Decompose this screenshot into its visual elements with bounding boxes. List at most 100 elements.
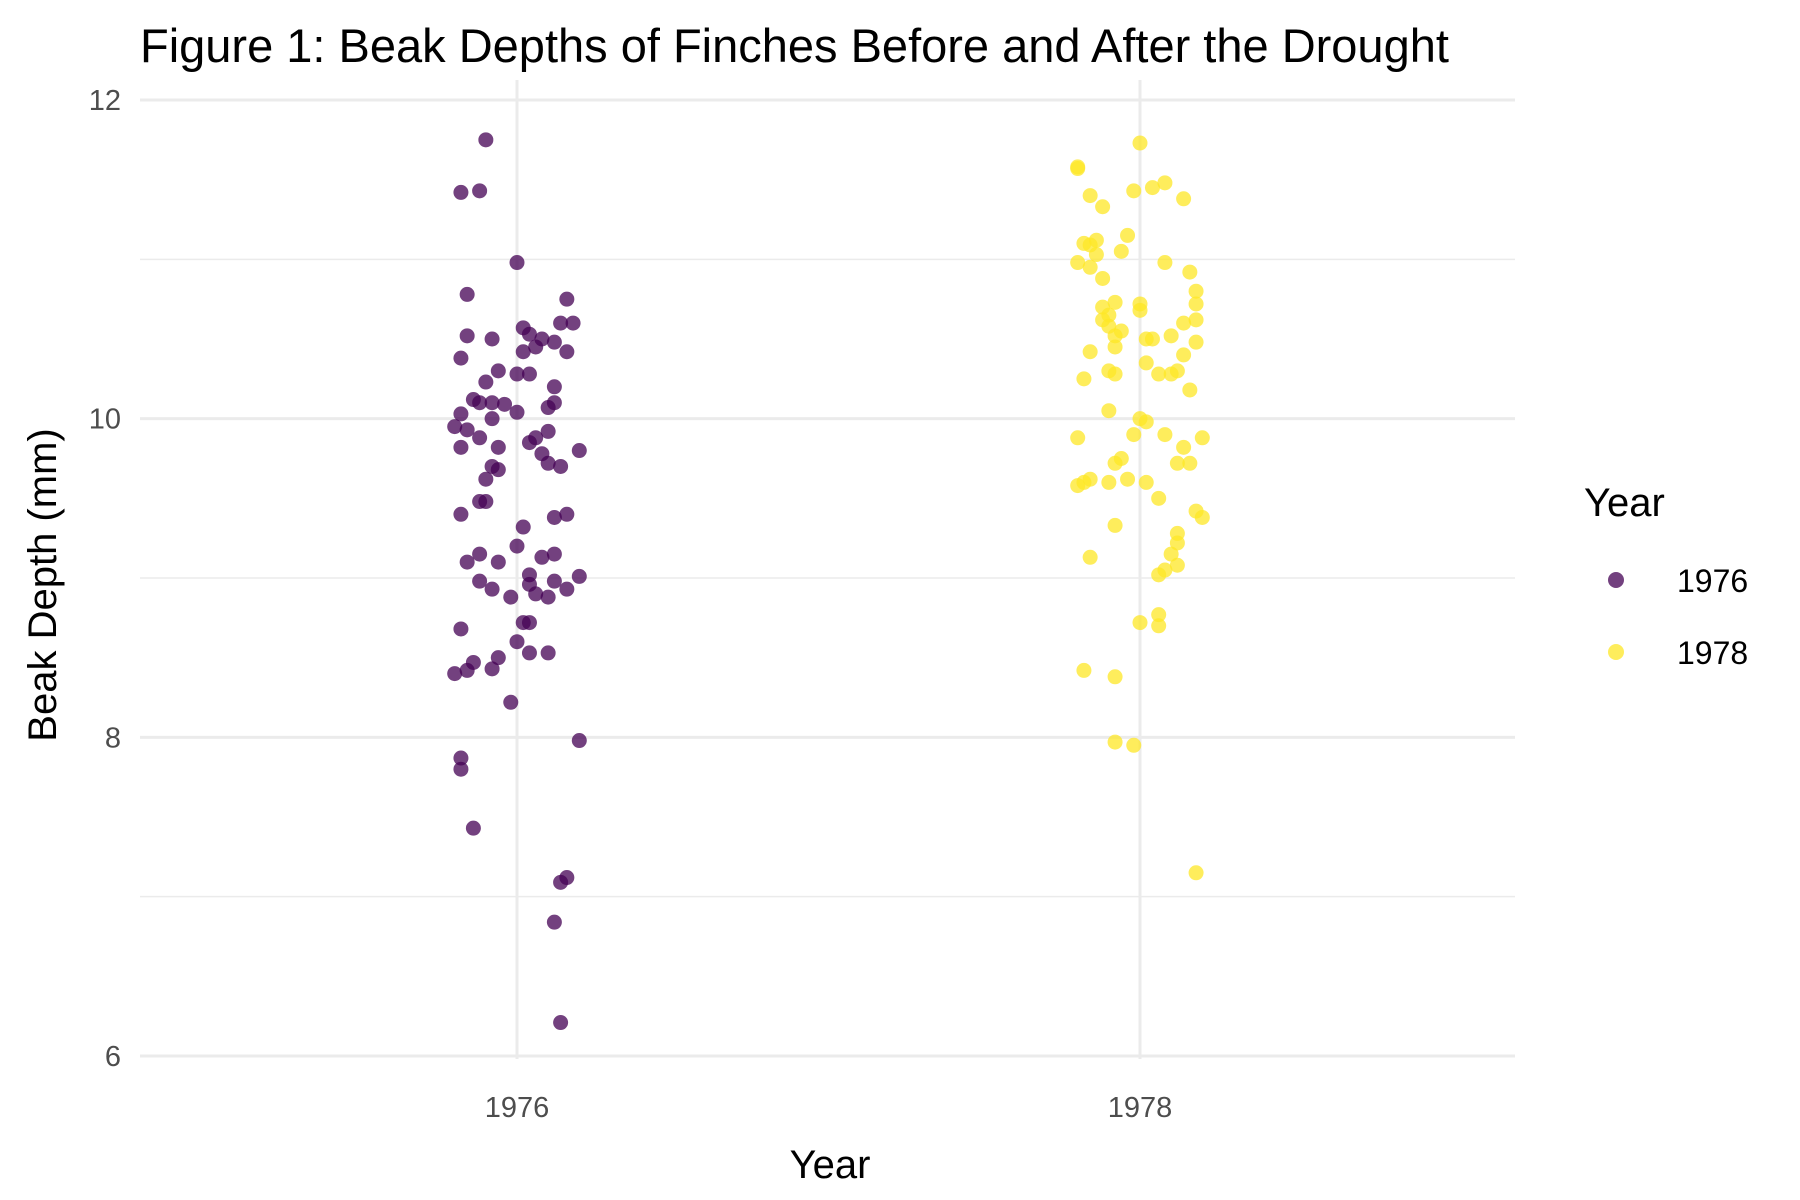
data-point-1976: [540, 455, 556, 471]
data-point-1976: [534, 549, 550, 565]
data-point-1978: [1126, 183, 1142, 199]
data-point-1978: [1126, 427, 1142, 443]
data-point-1976: [509, 538, 525, 554]
legend-items: 1976 1978: [1608, 563, 1748, 671]
y-axis-title: Beak Depth (mm): [21, 428, 65, 741]
data-point-1976: [484, 581, 500, 597]
data-point-1978: [1088, 247, 1104, 263]
data-point-1976: [453, 350, 469, 366]
data-point-1978: [1188, 283, 1204, 299]
data-point-1976: [490, 462, 506, 478]
data-point-1978: [1163, 366, 1179, 382]
y-tick-label: 6: [105, 1041, 121, 1073]
data-point-1978: [1194, 509, 1210, 525]
data-point-1976: [509, 255, 525, 271]
data-point-1978: [1169, 557, 1185, 573]
x-axis-ticks: 1976 1978: [485, 1092, 1173, 1124]
data-point-1976: [528, 586, 544, 602]
y-axis-ticks: 6 8 10 12: [89, 85, 121, 1073]
data-point-1976: [459, 662, 475, 678]
data-points: [447, 132, 1210, 1031]
data-point-1978: [1082, 549, 1098, 565]
data-point-1978: [1182, 264, 1198, 280]
data-point-1976: [509, 404, 525, 420]
data-point-1976: [484, 411, 500, 427]
data-point-1976: [515, 344, 531, 360]
data-point-1976: [521, 435, 537, 451]
data-point-1976: [453, 761, 469, 777]
data-point-1978: [1070, 430, 1086, 446]
data-point-1976: [553, 315, 569, 331]
data-point-1976: [465, 820, 481, 836]
data-point-1978: [1101, 403, 1117, 419]
data-point-1978: [1163, 328, 1179, 344]
data-point-1976: [459, 328, 475, 344]
data-point-1978: [1107, 366, 1123, 382]
data-point-1978: [1144, 180, 1160, 196]
y-tick-label: 8: [105, 722, 121, 754]
data-point-1978: [1113, 243, 1129, 259]
data-point-1976: [497, 396, 513, 412]
data-point-1978: [1095, 199, 1111, 215]
data-point-1976: [515, 519, 531, 535]
data-point-1976: [553, 874, 569, 890]
data-point-1976: [553, 1015, 569, 1031]
data-point-1976: [503, 694, 519, 710]
data-point-1976: [472, 573, 488, 589]
data-point-1978: [1188, 334, 1204, 350]
data-point-1976: [559, 344, 575, 360]
data-point-1976: [459, 554, 475, 570]
data-point-1978: [1070, 161, 1086, 177]
y-tick-label: 10: [89, 404, 121, 436]
data-point-1976: [472, 546, 488, 562]
data-point-1976: [540, 423, 556, 439]
data-point-1976: [478, 132, 494, 148]
data-point-1978: [1151, 490, 1167, 506]
data-point-1978: [1138, 355, 1154, 371]
data-point-1976: [546, 573, 562, 589]
data-point-1978: [1107, 669, 1123, 685]
data-point-1978: [1120, 227, 1136, 243]
data-point-1976: [509, 366, 525, 382]
data-point-1978: [1101, 474, 1117, 490]
data-point-1976: [490, 363, 506, 379]
data-point-1976: [453, 750, 469, 766]
data-point-1978: [1151, 607, 1167, 623]
data-point-1978: [1120, 471, 1136, 487]
data-point-1976: [484, 395, 500, 411]
data-point-1978: [1107, 328, 1123, 344]
data-point-1978: [1107, 455, 1123, 471]
data-point-1976: [540, 589, 556, 605]
data-point-1976: [528, 339, 544, 355]
data-point-1976: [478, 471, 494, 487]
data-point-1976: [453, 621, 469, 637]
data-point-1976: [484, 331, 500, 347]
x-axis-title: Year: [790, 1143, 871, 1187]
data-point-1978: [1169, 535, 1185, 551]
data-point-1976: [540, 645, 556, 661]
data-point-1976: [490, 650, 506, 666]
data-point-1976: [521, 366, 537, 382]
data-point-1978: [1151, 567, 1167, 583]
data-point-1976: [478, 494, 494, 510]
legend-key-1978: [1608, 644, 1624, 660]
data-point-1978: [1132, 135, 1148, 151]
data-point-1978: [1138, 474, 1154, 490]
data-point-1976: [521, 326, 537, 342]
data-point-1978: [1138, 414, 1154, 430]
chart-title: Figure 1: Beak Depths of Finches Before …: [140, 19, 1449, 72]
data-point-1976: [553, 458, 569, 474]
data-point-1976: [472, 395, 488, 411]
data-point-1978: [1107, 734, 1123, 750]
data-point-1978: [1163, 546, 1179, 562]
data-point-1978: [1188, 312, 1204, 328]
data-point-1978: [1182, 382, 1198, 398]
data-point-1978: [1082, 344, 1098, 360]
data-point-1978: [1176, 191, 1192, 207]
data-point-1978: [1132, 302, 1148, 318]
data-point-1976: [546, 914, 562, 930]
data-point-1976: [559, 581, 575, 597]
data-point-1978: [1176, 315, 1192, 331]
data-point-1976: [453, 406, 469, 422]
